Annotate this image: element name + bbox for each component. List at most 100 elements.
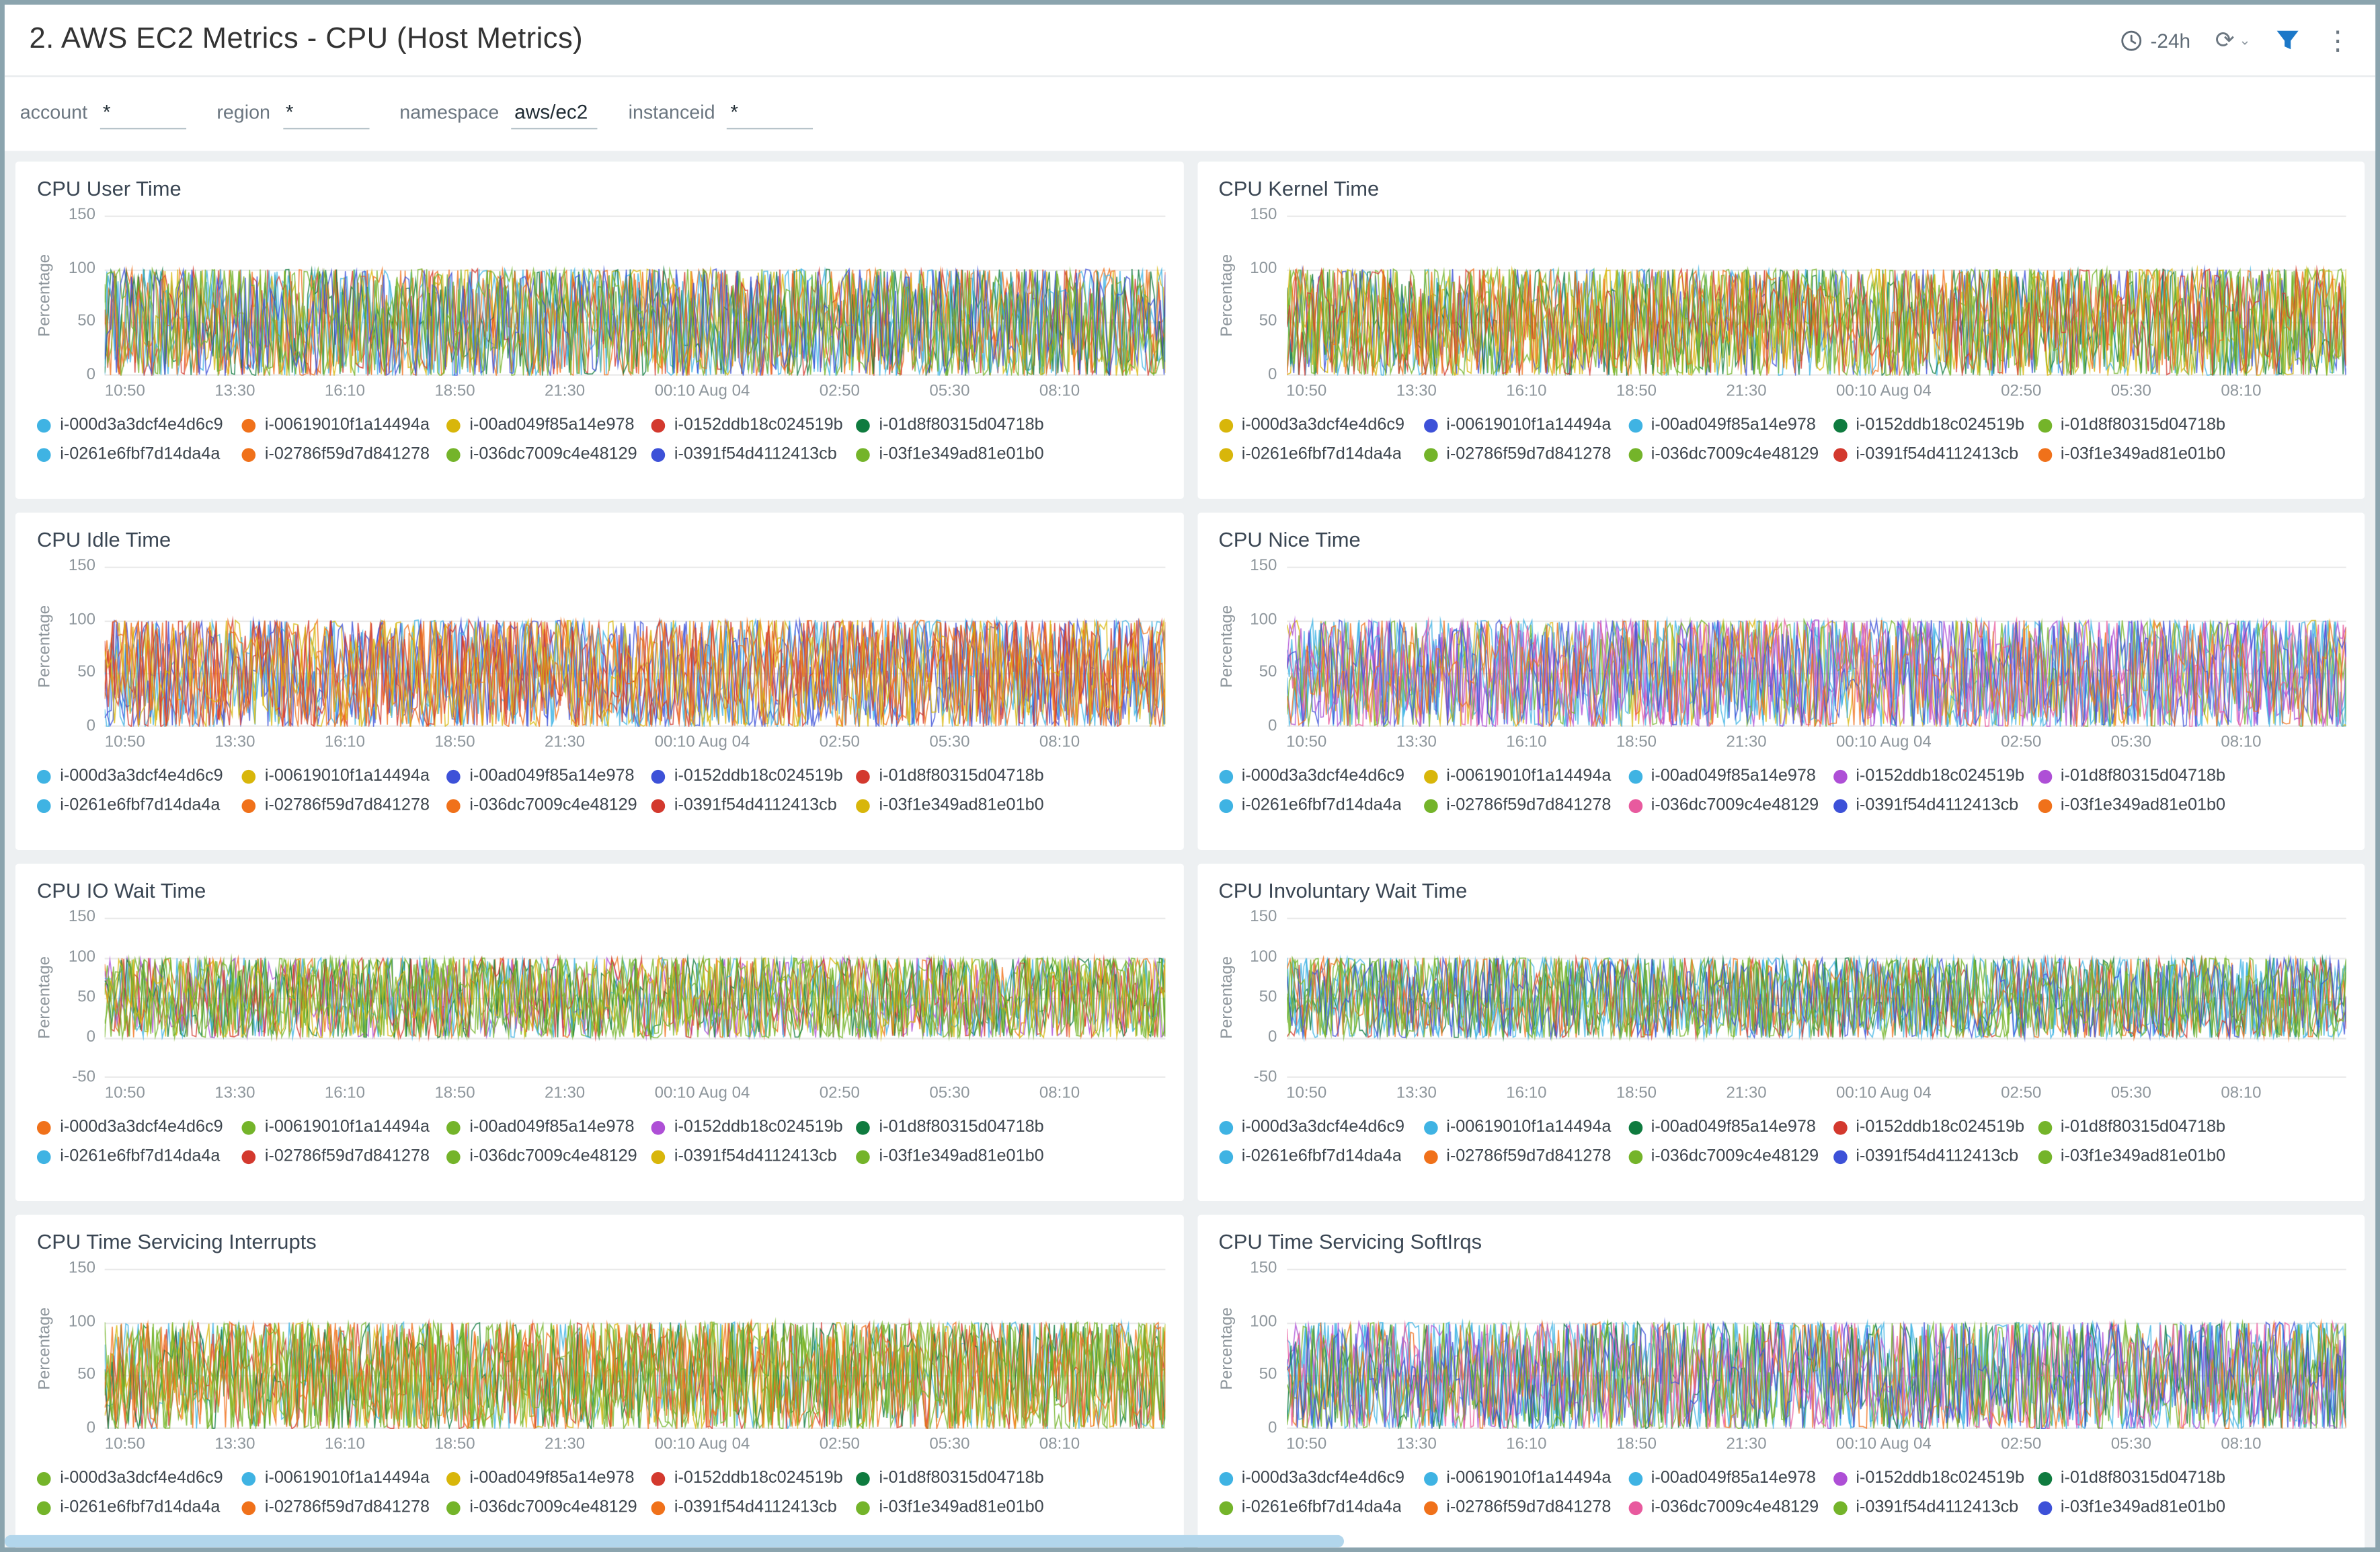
filter-button[interactable] — [2275, 30, 2300, 51]
legend-item[interactable]: i-000d3a3dcf4e4d6c9 — [36, 767, 242, 785]
legend-item[interactable]: i-03f1e349ad81e01b0 — [2037, 1147, 2243, 1165]
legend-item[interactable]: i-0152ddb18c024519b — [651, 416, 857, 434]
legend-item[interactable]: i-036dc7009c4e48129 — [1628, 445, 1833, 463]
legend-item[interactable]: i-0391f54d4112413cb — [651, 796, 857, 814]
horizontal-scrollbar-thumb[interactable] — [4, 1535, 1345, 1548]
timeseries-plot[interactable] — [1286, 215, 2346, 376]
legend-item[interactable]: i-000d3a3dcf4e4d6c9 — [1218, 767, 1423, 785]
legend-item[interactable]: i-00ad049f85a14e978 — [1628, 1469, 1833, 1487]
legend-item[interactable]: i-036dc7009c4e48129 — [446, 1147, 651, 1165]
legend-item[interactable]: i-01d8f80315d04718b — [856, 1118, 1061, 1136]
legend-item[interactable]: i-0152ddb18c024519b — [1833, 416, 2038, 434]
legend-item[interactable]: i-00619010f1a14494a — [1423, 416, 1628, 434]
legend-item[interactable]: i-0152ddb18c024519b — [1833, 1469, 2038, 1487]
legend-item[interactable]: i-02786f59d7d841278 — [241, 1498, 446, 1516]
legend-item[interactable]: i-0391f54d4112413cb — [1833, 1498, 2038, 1516]
legend-item[interactable]: i-02786f59d7d841278 — [1423, 1498, 1628, 1516]
legend-item[interactable]: i-00619010f1a14494a — [1423, 1469, 1628, 1487]
legend-item[interactable]: i-00619010f1a14494a — [1423, 1118, 1628, 1136]
legend-item[interactable]: i-0391f54d4112413cb — [1833, 445, 2038, 463]
time-range-control[interactable]: -24h — [2120, 28, 2190, 52]
legend-item[interactable]: i-036dc7009c4e48129 — [1628, 1147, 1833, 1165]
legend-item[interactable]: i-0261e6fbf7d14da4a — [36, 1147, 242, 1165]
legend-item[interactable]: i-01d8f80315d04718b — [856, 767, 1061, 785]
legend-item[interactable]: i-03f1e349ad81e01b0 — [856, 796, 1061, 814]
legend-item[interactable]: i-00619010f1a14494a — [241, 416, 446, 434]
legend-item[interactable]: i-0261e6fbf7d14da4a — [1218, 1498, 1423, 1516]
legend-item[interactable]: i-000d3a3dcf4e4d6c9 — [36, 1469, 242, 1487]
legend-item[interactable]: i-01d8f80315d04718b — [856, 1469, 1061, 1487]
timeseries-plot[interactable] — [1286, 1268, 2346, 1429]
legend-item[interactable]: i-02786f59d7d841278 — [241, 445, 446, 463]
legend-item[interactable]: i-02786f59d7d841278 — [241, 1147, 446, 1165]
filter-input-instanceid[interactable]: * — [727, 100, 814, 129]
legend-item[interactable]: i-01d8f80315d04718b — [2037, 1469, 2243, 1487]
legend-item[interactable]: i-01d8f80315d04718b — [856, 416, 1061, 434]
legend-item[interactable]: i-02786f59d7d841278 — [1423, 796, 1628, 814]
timeseries-plot[interactable] — [104, 1268, 1165, 1429]
legend-item[interactable]: i-03f1e349ad81e01b0 — [856, 1498, 1061, 1516]
legend-item[interactable]: i-01d8f80315d04718b — [2037, 416, 2243, 434]
legend-item[interactable]: i-036dc7009c4e48129 — [446, 1498, 651, 1516]
legend-item[interactable]: i-02786f59d7d841278 — [1423, 1147, 1628, 1165]
legend-item[interactable]: i-03f1e349ad81e01b0 — [856, 1147, 1061, 1165]
legend-item[interactable]: i-00ad049f85a14e978 — [1628, 767, 1833, 785]
legend-item[interactable]: i-000d3a3dcf4e4d6c9 — [1218, 1118, 1423, 1136]
legend-item[interactable]: i-01d8f80315d04718b — [2037, 767, 2243, 785]
legend-item[interactable]: i-00ad049f85a14e978 — [446, 767, 651, 785]
legend-item[interactable]: i-000d3a3dcf4e4d6c9 — [1218, 416, 1423, 434]
legend-item[interactable]: i-00ad049f85a14e978 — [446, 416, 651, 434]
legend-item[interactable]: i-00ad049f85a14e978 — [1628, 1118, 1833, 1136]
legend-item[interactable]: i-0152ddb18c024519b — [651, 767, 857, 785]
legend-item[interactable]: i-03f1e349ad81e01b0 — [2037, 1498, 2243, 1516]
legend-item[interactable]: i-0391f54d4112413cb — [1833, 796, 2038, 814]
legend-item[interactable]: i-0261e6fbf7d14da4a — [1218, 445, 1423, 463]
legend-item[interactable]: i-00ad049f85a14e978 — [1628, 416, 1833, 434]
legend-item[interactable]: i-0391f54d4112413cb — [651, 1147, 857, 1165]
panel-title: CPU Time Servicing SoftIrqs — [1218, 1230, 1482, 1253]
legend-item[interactable]: i-000d3a3dcf4e4d6c9 — [1218, 1469, 1423, 1487]
legend-item[interactable]: i-00ad049f85a14e978 — [446, 1118, 651, 1136]
legend-item[interactable]: i-00619010f1a14494a — [1423, 767, 1628, 785]
legend-item[interactable]: i-00619010f1a14494a — [241, 1118, 446, 1136]
legend-item[interactable]: i-036dc7009c4e48129 — [1628, 1498, 1833, 1516]
timeseries-plot[interactable] — [104, 566, 1165, 727]
filter-input-region[interactable]: * — [282, 100, 369, 129]
legend-item[interactable]: i-036dc7009c4e48129 — [446, 796, 651, 814]
legend-item[interactable]: i-0391f54d4112413cb — [651, 445, 857, 463]
timeseries-plot[interactable] — [104, 917, 1165, 1078]
panel-title: CPU Time Servicing Interrupts — [36, 1230, 317, 1253]
legend-item[interactable]: i-01d8f80315d04718b — [2037, 1118, 2243, 1136]
legend-item[interactable]: i-02786f59d7d841278 — [241, 796, 446, 814]
legend-item[interactable]: i-000d3a3dcf4e4d6c9 — [36, 416, 242, 434]
filter-input-account[interactable]: * — [100, 100, 186, 129]
legend-item[interactable]: i-03f1e349ad81e01b0 — [856, 445, 1061, 463]
legend-item[interactable]: i-0152ddb18c024519b — [651, 1118, 857, 1136]
legend-item[interactable]: i-0261e6fbf7d14da4a — [36, 1498, 242, 1516]
legend-item[interactable]: i-000d3a3dcf4e4d6c9 — [36, 1118, 242, 1136]
legend-item[interactable]: i-00619010f1a14494a — [241, 767, 446, 785]
timeseries-plot[interactable] — [1286, 917, 2346, 1078]
legend-item[interactable]: i-036dc7009c4e48129 — [1628, 796, 1833, 814]
legend-item[interactable]: i-00ad049f85a14e978 — [446, 1469, 651, 1487]
legend-item[interactable]: i-0391f54d4112413cb — [1833, 1147, 2038, 1165]
legend-item[interactable]: i-0152ddb18c024519b — [651, 1469, 857, 1487]
legend-item[interactable]: i-0152ddb18c024519b — [1833, 1118, 2038, 1136]
timeseries-plot[interactable] — [1286, 566, 2346, 727]
legend-item[interactable]: i-0261e6fbf7d14da4a — [36, 796, 242, 814]
legend-color-dot — [241, 769, 256, 783]
filter-input-namespace[interactable]: aws/ec2 — [511, 100, 598, 129]
legend-item[interactable]: i-00619010f1a14494a — [241, 1469, 446, 1487]
legend-item[interactable]: i-0261e6fbf7d14da4a — [1218, 1147, 1423, 1165]
refresh-button[interactable]: ⟳ ⌄ — [2215, 28, 2251, 51]
legend-item[interactable]: i-03f1e349ad81e01b0 — [2037, 796, 2243, 814]
legend-item[interactable]: i-02786f59d7d841278 — [1423, 445, 1628, 463]
legend-item[interactable]: i-0261e6fbf7d14da4a — [36, 445, 242, 463]
timeseries-plot[interactable] — [104, 215, 1165, 376]
legend-item[interactable]: i-036dc7009c4e48129 — [446, 445, 651, 463]
legend-item[interactable]: i-0152ddb18c024519b — [1833, 767, 2038, 785]
legend-item[interactable]: i-0391f54d4112413cb — [651, 1498, 857, 1516]
legend-item[interactable]: i-0261e6fbf7d14da4a — [1218, 796, 1423, 814]
more-menu-button[interactable]: ⋮ — [2324, 25, 2351, 55]
legend-item[interactable]: i-03f1e349ad81e01b0 — [2037, 445, 2243, 463]
